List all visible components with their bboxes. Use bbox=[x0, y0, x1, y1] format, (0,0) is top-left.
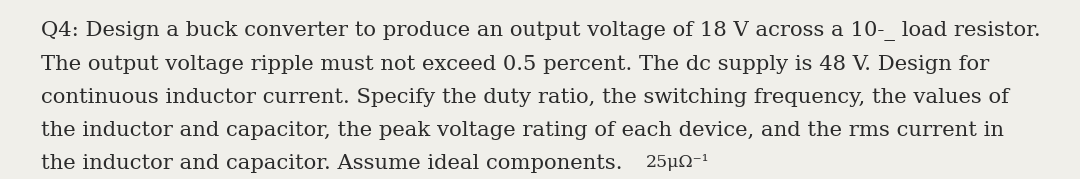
Text: The output voltage ripple must not exceed 0.5 percent. The dc supply is 48 V. De: The output voltage ripple must not excee… bbox=[41, 55, 989, 74]
Text: continuous inductor current. Specify the duty ratio, the switching frequency, th: continuous inductor current. Specify the… bbox=[41, 88, 1009, 107]
Text: 25μΩ⁻¹: 25μΩ⁻¹ bbox=[646, 154, 710, 171]
Text: the inductor and capacitor, the peak voltage rating of each device, and the rms : the inductor and capacitor, the peak vol… bbox=[41, 121, 1004, 140]
Text: the inductor and capacitor. Assume ideal components.: the inductor and capacitor. Assume ideal… bbox=[41, 154, 622, 173]
Text: Q4: Design a buck converter to produce an output voltage of 18 V across a 10-_ l: Q4: Design a buck converter to produce a… bbox=[41, 21, 1041, 42]
